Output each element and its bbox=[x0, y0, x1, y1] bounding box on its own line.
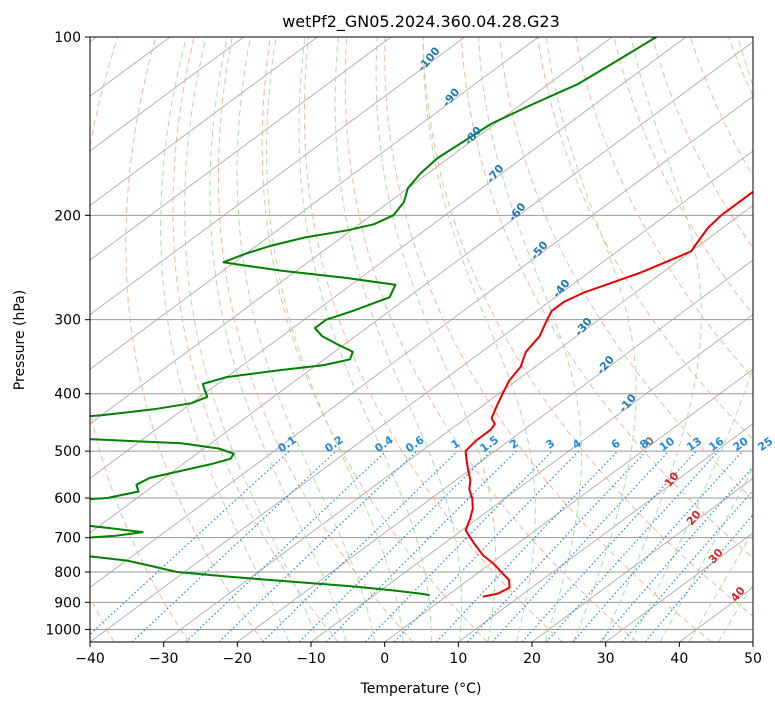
isotherm-line bbox=[90, 37, 392, 261]
isotherm-line bbox=[752, 641, 753, 642]
y-axis-title: Pressure (hPa) bbox=[12, 290, 28, 390]
isotherm-line bbox=[90, 37, 245, 152]
moist-adiabat-line bbox=[601, 37, 702, 642]
mixing-ratio-line bbox=[262, 450, 458, 642]
y-tick-label: 900 bbox=[54, 595, 81, 611]
isotherm-line bbox=[310, 314, 753, 642]
y-tick-label: 1000 bbox=[45, 622, 81, 638]
mixing-ratio-line bbox=[491, 450, 670, 642]
dry-adiabat-line bbox=[261, 37, 488, 642]
dewpoint-profile-line bbox=[90, 37, 657, 597]
isotherm-line bbox=[90, 150, 753, 642]
mixing-ratio-line bbox=[185, 450, 387, 642]
mixing-ratio-line bbox=[572, 450, 744, 642]
plot-area bbox=[90, 37, 753, 642]
axes: −40 −30 −20 −10 0 10 20 30 40 50 100 200 300 400 500 60… bbox=[45, 30, 762, 667]
x-tick-label: 20 bbox=[523, 651, 541, 667]
isotherm-line bbox=[605, 532, 753, 642]
isotherm-line bbox=[90, 37, 687, 479]
moist-adiabat-line bbox=[478, 37, 582, 642]
mixing-ratio-line bbox=[393, 450, 580, 642]
x-tick-label: −30 bbox=[149, 651, 179, 667]
y-tick-label: 700 bbox=[54, 531, 81, 547]
x-tick-label: 50 bbox=[744, 651, 762, 667]
dry-adiabat-line bbox=[767, 37, 775, 642]
isotherm-line bbox=[90, 37, 613, 425]
dry-adiabat-line bbox=[303, 37, 563, 642]
mixing-ratio-line bbox=[435, 450, 619, 642]
x-tick-label: −10 bbox=[296, 651, 326, 667]
moist-adiabat-line bbox=[659, 466, 753, 642]
plot-frame bbox=[89, 36, 754, 643]
background-lines bbox=[90, 37, 775, 642]
y-tick-label: 600 bbox=[54, 491, 81, 507]
moist-adiabat-line bbox=[160, 37, 290, 642]
isotherm-line bbox=[163, 204, 753, 642]
y-tick-label: 100 bbox=[54, 30, 81, 46]
dry-adiabat-line bbox=[460, 37, 753, 559]
isotherm-line bbox=[458, 423, 753, 642]
x-tick-label: 10 bbox=[449, 651, 467, 667]
mixing-ratio-line bbox=[218, 450, 418, 642]
y-tick-label: 800 bbox=[54, 565, 81, 581]
dry-adiabat-line bbox=[422, 37, 753, 617]
mixing-ratio-line bbox=[298, 450, 492, 642]
isotherm-line bbox=[90, 95, 753, 588]
dry-adiabat-line bbox=[217, 37, 414, 642]
x-tick-label: 0 bbox=[380, 651, 389, 667]
x-tick-label: 40 bbox=[670, 651, 688, 667]
x-tick-label: −20 bbox=[223, 651, 253, 667]
moist-adiabat-line bbox=[236, 37, 376, 642]
x-tick-label: −40 bbox=[75, 651, 105, 667]
dry-adiabat-line bbox=[384, 37, 713, 642]
dry-adiabat-line bbox=[172, 37, 339, 642]
mixing-ratio-line bbox=[364, 450, 553, 642]
dry-adiabat-line bbox=[344, 37, 638, 642]
y-tick-label: 500 bbox=[54, 444, 81, 460]
y-tick-label: 400 bbox=[54, 387, 81, 403]
isotherm-line bbox=[90, 37, 318, 207]
isotherm-line bbox=[531, 477, 753, 642]
x-tick-label: 30 bbox=[597, 651, 615, 667]
dry-adiabat-line bbox=[498, 37, 753, 500]
isotherm-line bbox=[90, 41, 753, 534]
isotherm-line bbox=[237, 259, 753, 642]
isotherm-line bbox=[90, 37, 539, 370]
isotherm-line bbox=[90, 37, 466, 316]
x-axis-title: Temperature (°C) bbox=[360, 681, 482, 697]
moist-adiabat-line bbox=[209, 37, 347, 642]
temperature-profile-line bbox=[464, 190, 753, 598]
dry-adiabat-line bbox=[90, 37, 190, 642]
y-tick-label: 300 bbox=[54, 313, 81, 329]
moist-adiabat-line bbox=[422, 37, 536, 642]
moist-adiabat-line bbox=[298, 37, 432, 642]
y-tick-label: 200 bbox=[54, 208, 81, 224]
moist-adiabat-line bbox=[375, 37, 497, 642]
moist-adiabat-line bbox=[334, 37, 462, 642]
mixing-ratio-line bbox=[325, 450, 517, 642]
mixing-ratio-line bbox=[545, 450, 719, 642]
dry-adiabat-line bbox=[125, 37, 264, 642]
moist-adiabat-line bbox=[630, 37, 753, 642]
mixing-ratio-line bbox=[521, 450, 697, 642]
profile-lines bbox=[90, 37, 753, 598]
dry-adiabat-line bbox=[537, 37, 753, 441]
isotherm-line bbox=[384, 368, 753, 642]
moist-adiabat-line bbox=[184, 37, 319, 642]
moist-adiabat-line bbox=[265, 37, 404, 642]
chart-title: wetPf2_GN05.2024.360.04.28.G23 bbox=[282, 12, 560, 32]
mixing-ratio-label: 25 bbox=[755, 435, 775, 454]
